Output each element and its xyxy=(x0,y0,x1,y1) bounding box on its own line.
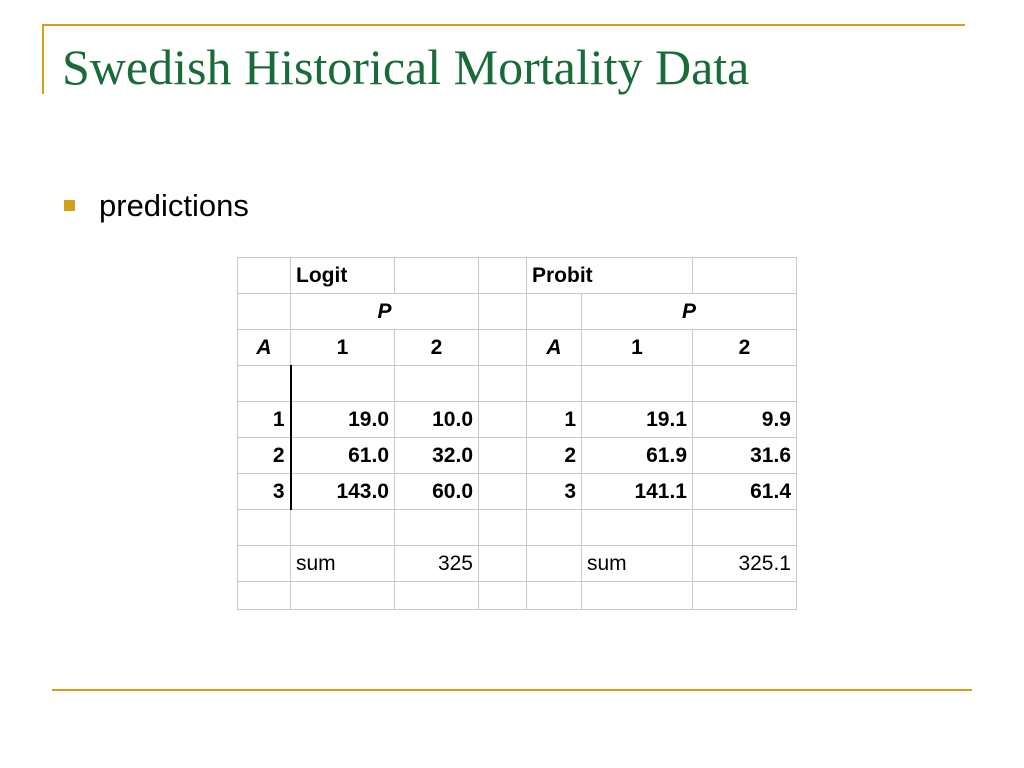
logit-sum-label: sum xyxy=(290,545,395,582)
empty-cell xyxy=(692,365,797,402)
empty-cell xyxy=(290,509,395,546)
empty-cell xyxy=(581,365,693,402)
empty-cell xyxy=(692,509,797,546)
empty-cell xyxy=(478,437,527,474)
empty-cell xyxy=(478,257,527,294)
probit-p1-value: 141.1 xyxy=(581,473,693,510)
empty-cell xyxy=(478,293,527,330)
bullet-text: predictions xyxy=(99,188,249,223)
logit-a-value: 2 xyxy=(237,437,291,474)
predictions-table: Logit Probit P P A 1 2 A 1 2 xyxy=(237,257,797,610)
empty-cell xyxy=(478,509,527,546)
bullet-item: predictions xyxy=(64,187,249,224)
spacer-row xyxy=(237,509,797,546)
empty-cell xyxy=(237,509,291,546)
probit-p-header: P xyxy=(581,293,797,330)
logit-col-1-header: 1 xyxy=(290,329,395,366)
logit-p-header: P xyxy=(290,293,479,330)
table-row: 2 61.0 32.0 2 61.9 31.6 xyxy=(237,437,797,474)
probit-p2-value: 61.4 xyxy=(692,473,797,510)
empty-cell xyxy=(692,581,797,610)
logit-a-value: 1 xyxy=(237,401,291,438)
empty-cell xyxy=(478,401,527,438)
probit-a-value: 2 xyxy=(526,437,582,474)
sum-row: sum 325 sum 325.1 xyxy=(237,545,797,582)
empty-cell xyxy=(478,545,527,582)
logit-p1-value: 19.0 xyxy=(289,401,395,438)
probit-p1-value: 19.1 xyxy=(581,401,693,438)
empty-cell xyxy=(237,257,291,294)
probit-p2-value: 9.9 xyxy=(692,401,797,438)
empty-cell xyxy=(526,545,582,582)
table-row: 1 19.0 10.0 1 19.1 9.9 xyxy=(237,401,797,438)
empty-cell xyxy=(526,581,582,610)
empty-cell xyxy=(394,257,479,294)
empty-cell xyxy=(692,257,797,294)
logit-p1-value: 143.0 xyxy=(289,473,395,510)
table-row: 3 143.0 60.0 3 141.1 61.4 xyxy=(237,473,797,510)
logit-p2-value: 60.0 xyxy=(394,473,479,510)
square-bullet-icon xyxy=(64,200,75,212)
logit-sum-value: 325 xyxy=(394,545,479,582)
probit-sum-label: sum xyxy=(581,545,693,582)
probit-header: Probit xyxy=(526,257,693,294)
empty-cell xyxy=(394,509,479,546)
empty-cell xyxy=(581,509,693,546)
empty-cell xyxy=(289,365,395,402)
probit-sum-value: 325.1 xyxy=(692,545,797,582)
empty-cell xyxy=(526,365,582,402)
header-row-a: A 1 2 A 1 2 xyxy=(237,329,797,366)
empty-cell xyxy=(394,581,479,610)
header-row-model: Logit Probit xyxy=(237,257,797,294)
empty-cell xyxy=(237,581,291,610)
probit-a-value: 1 xyxy=(526,401,582,438)
probit-p1-value: 61.9 xyxy=(581,437,693,474)
empty-cell xyxy=(526,509,582,546)
frame-top-rule xyxy=(42,24,965,26)
empty-cell xyxy=(290,581,395,610)
empty-cell xyxy=(394,365,479,402)
spacer-row xyxy=(237,365,797,402)
empty-cell xyxy=(581,581,693,610)
empty-cell xyxy=(237,545,291,582)
probit-col-2-header: 2 xyxy=(692,329,797,366)
empty-cell xyxy=(478,581,527,610)
spacer-row xyxy=(237,581,797,610)
frame-left-rule xyxy=(42,24,44,94)
probit-a-value: 3 xyxy=(526,473,582,510)
empty-cell xyxy=(526,293,582,330)
empty-cell xyxy=(237,293,291,330)
logit-a-header: A xyxy=(237,329,291,366)
probit-p2-value: 31.6 xyxy=(692,437,797,474)
logit-p1-value: 61.0 xyxy=(289,437,395,474)
logit-p2-value: 10.0 xyxy=(394,401,479,438)
logit-col-2-header: 2 xyxy=(394,329,479,366)
probit-a-header: A xyxy=(526,329,582,366)
empty-cell xyxy=(478,365,527,402)
logit-header: Logit xyxy=(290,257,395,294)
logit-p2-value: 32.0 xyxy=(394,437,479,474)
empty-cell xyxy=(478,473,527,510)
probit-col-1-header: 1 xyxy=(581,329,693,366)
logit-a-value: 3 xyxy=(237,473,291,510)
empty-cell xyxy=(237,365,291,402)
slide-title: Swedish Historical Mortality Data xyxy=(62,39,750,95)
header-row-p: P P xyxy=(237,293,797,330)
frame-bottom-rule xyxy=(52,689,972,691)
empty-cell xyxy=(478,329,527,366)
